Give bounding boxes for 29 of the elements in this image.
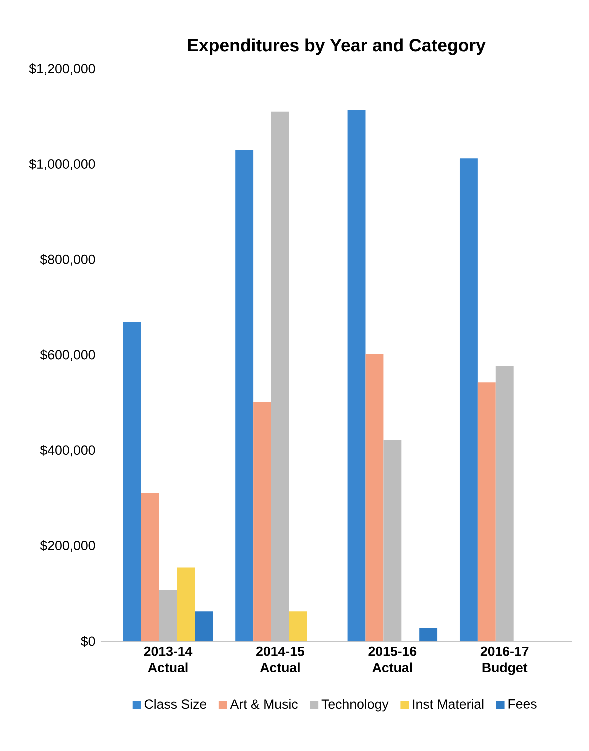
bar <box>460 158 478 642</box>
legend-label: Technology <box>322 699 389 712</box>
bar <box>254 402 272 642</box>
y-tick-label: $400,000 <box>40 445 96 457</box>
bar <box>141 493 160 642</box>
y-tick-label: $200,000 <box>40 540 96 552</box>
y-tick-label: $1,000,000 <box>29 159 96 171</box>
x-tick-label: 2014-15 Actual <box>256 646 305 673</box>
bar <box>420 628 438 642</box>
bar <box>195 612 214 642</box>
x-tick-label: 2016-17 Budget <box>480 646 529 676</box>
bar <box>177 568 196 642</box>
bar <box>289 612 308 642</box>
y-tick-label: $0 <box>81 636 96 647</box>
legend-label: Inst Material <box>413 699 484 710</box>
bar <box>236 150 254 642</box>
legend-label: Fees <box>508 700 537 709</box>
chart-title: Expenditures by Year and Category <box>188 38 486 56</box>
x-tick-label: 2015-16 Actual <box>368 646 417 673</box>
y-tick-label: $800,000 <box>40 254 96 266</box>
y-tick-label: $600,000 <box>40 350 96 362</box>
x-tick-label: 2013-14 Actual <box>144 646 193 673</box>
bar <box>478 382 496 642</box>
legend-label: Class Size <box>144 699 206 710</box>
bar <box>348 110 366 642</box>
y-tick-label: $1,200,000 <box>29 64 96 76</box>
legend-label: Art & Music <box>230 699 298 710</box>
bar <box>123 322 142 642</box>
bar <box>366 354 384 642</box>
